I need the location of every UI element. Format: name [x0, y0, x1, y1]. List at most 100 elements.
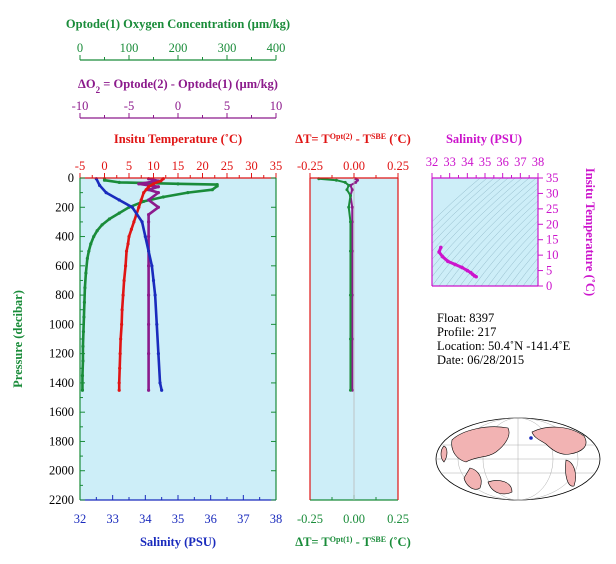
dt-bottom-axis-tick-label: 0.00	[343, 512, 365, 526]
temperature-profile-point	[144, 188, 148, 192]
salinity-profile-point	[150, 264, 154, 268]
oxygen-profile-point	[117, 180, 121, 184]
ts-profile-point	[439, 245, 443, 250]
salinity-profile-point	[160, 388, 164, 392]
info-profile: Profile: 217	[437, 325, 496, 339]
dt-bottom-sup2: SBE	[371, 535, 386, 544]
temperature-profile-point	[127, 234, 131, 239]
dt-opt1-profile-point	[348, 293, 352, 297]
salinity-profile-point	[130, 205, 134, 209]
ts-salinity-axis-tick-label: 38	[532, 155, 545, 169]
delta-o2-profile-point	[147, 293, 151, 297]
temperature-axis: -5 0 5 10 15 20 25 30 35	[75, 159, 282, 179]
temperature-axis-tick-label: 0	[101, 159, 107, 173]
ts-profile-point	[453, 262, 457, 267]
salinity-profile-point	[140, 220, 144, 224]
ts-contour	[432, 178, 502, 244]
oxygen-profile-point	[107, 217, 111, 221]
pressure-tick-label: 2200	[49, 493, 74, 507]
dt-opt1-profile-point	[348, 194, 352, 198]
delta-o2-axis-tick-label: 5	[224, 99, 230, 113]
ts-profile-point	[460, 265, 464, 270]
salinity-axis-tick-label: 37	[237, 512, 250, 526]
delta-o2-profile-point	[147, 264, 151, 268]
oxygen-profile-point	[92, 234, 96, 239]
temperature-profile-point	[117, 381, 121, 385]
ts-salinity-axis: 32 33 34 35 36 37 38	[426, 155, 545, 179]
dt-opt1-profile-point	[345, 188, 349, 192]
salinity-axis-tick-label: 34	[139, 512, 152, 526]
dt-bottom-axis: -0.25 0.00 0.25	[297, 495, 409, 526]
salinity-axis-tick-label: 36	[204, 512, 217, 526]
temperature-profile-point	[129, 227, 134, 231]
delta-o2-profile-point	[147, 352, 151, 356]
oxygen-profile-point	[117, 211, 121, 215]
ts-contour	[501, 242, 538, 286]
oxygen-axis-tick-label: 300	[218, 41, 237, 55]
main-panel	[80, 178, 276, 500]
delta-o2-axis-tick-label: -5	[124, 99, 134, 113]
temperature-profile-point	[119, 337, 123, 341]
ts-contour	[432, 178, 516, 260]
delta-o2-profile-point	[147, 322, 151, 326]
dt-top-prefix: ΔT= T	[295, 132, 330, 146]
delta-o2-axis-title: ΔO2 = Optode(2) - Optode(1) (µm/kg)	[78, 77, 278, 95]
delta-o2-axis-tick-label: -10	[72, 99, 89, 113]
delta-o2-title-rest: = Optode(2) - Optode(1) (µm/kg)	[100, 77, 278, 91]
ts-salinity-axis-tick-label: 36	[496, 155, 509, 169]
oxygen-profile-point	[102, 178, 107, 182]
ts-salinity-axis-tick-label: 34	[461, 155, 474, 169]
ts-contour	[452, 194, 538, 286]
temperature-axis-tick-label: 15	[172, 159, 185, 173]
dt-bottom-prefix: ΔT= T	[295, 535, 330, 549]
temperature-axis-tick-label: 10	[147, 159, 160, 173]
oxygen-profile-point	[84, 271, 88, 275]
ts-salinity-title: Salinity (PSU)	[446, 132, 522, 146]
info-date: Date: 06/28/2015	[437, 353, 524, 367]
ts-salinity-axis-tick-label: 32	[426, 155, 439, 169]
oxygen-profile-point	[81, 344, 85, 348]
temperature-profile-point	[118, 352, 122, 356]
ts-contour	[473, 213, 538, 286]
oxygen-axis-tick-label: 200	[169, 41, 188, 55]
dt-opt1-profile-line	[318, 177, 352, 391]
ts-salinity-axis-tick-label: 33	[443, 155, 456, 169]
temperature-profile-point	[124, 249, 129, 253]
salinity-profile-point	[98, 183, 102, 187]
temperature-profile-point	[120, 308, 124, 312]
pressure-tick-label: 1400	[49, 376, 74, 390]
delta-o2-profile-point	[147, 220, 151, 224]
ts-salinity-axis-tick-label: 37	[514, 155, 527, 169]
ts-temperature-tick-label: 10	[546, 248, 559, 262]
ts-contour	[445, 187, 538, 286]
salinity-profile-point	[104, 191, 108, 195]
ts-profile-point	[465, 268, 470, 273]
pressure-tick-label: 1800	[49, 434, 74, 448]
dt-bottom-axis-tick-label: 0.25	[387, 512, 409, 526]
dt-top-sup2: SBE	[371, 132, 386, 141]
temperature-profile-point	[117, 388, 121, 392]
ts-contour	[466, 206, 538, 286]
ts-temperature-tick-label: 15	[546, 233, 559, 247]
salinity-axis-tick-label: 35	[172, 512, 185, 526]
oxygen-axis: 0 100 200 300 400	[77, 41, 285, 61]
ts-contour	[515, 257, 538, 286]
dt-opt1-profile-point	[347, 205, 351, 209]
dt-opt2-profile-point	[350, 205, 354, 209]
oxygen-profile-point	[85, 256, 89, 261]
ts-temperature-tick-label: 0	[546, 279, 552, 293]
pressure-tick-label: 1600	[49, 405, 74, 419]
delta-o2-profile-point	[147, 198, 151, 202]
pressure-tick-label: 200	[55, 200, 74, 214]
dt-top-axis-tick-label: 0.25	[387, 159, 409, 173]
delta-o2-profile-point	[156, 185, 160, 189]
delta-o2-profile-point	[147, 234, 151, 239]
salinity-axis-tick-label: 32	[74, 512, 87, 526]
salinity-axis-tick-label: 38	[270, 512, 283, 526]
delta-o2-title-sub: 2	[96, 85, 101, 95]
temperature-axis-tick-label: 30	[245, 159, 258, 173]
info-location: Location: 50.4˚N -141.4˚E	[437, 339, 571, 353]
ts-contour	[432, 178, 481, 223]
ts-contour	[432, 178, 488, 230]
oxygen-profile-point	[142, 199, 146, 204]
